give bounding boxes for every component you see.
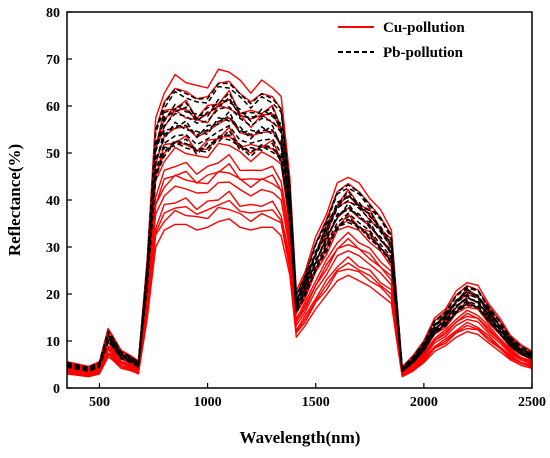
y-tick-label-40: 40 [46, 194, 60, 209]
pb-pollution-line-13 [67, 82, 532, 369]
pb-pollution-line-1 [67, 137, 532, 373]
pb-pollution-line-6 [67, 115, 532, 371]
y-tick-label-80: 80 [46, 6, 60, 21]
y-tick-label-20: 20 [46, 288, 60, 303]
x-tick-label-2000: 2000 [410, 395, 438, 410]
pb-pollution-line-8 [67, 106, 532, 371]
y-axis-title: Reflectance(%) [5, 144, 24, 256]
cu-pollution-line-7 [67, 163, 532, 375]
plot-frame [66, 11, 533, 389]
y-tick-label-60: 60 [46, 100, 60, 115]
x-tick-label-500: 500 [89, 395, 110, 410]
pb-pollution-line-2 [67, 134, 532, 372]
pb-pollution-line-4 [67, 124, 532, 372]
y-tick-label-10: 10 [46, 335, 60, 350]
legend-label-pb-pollution: Pb-pollution [383, 45, 464, 61]
cu-pollution-line-8 [67, 153, 532, 374]
y-tick-label-30: 30 [46, 241, 60, 256]
x-axis-title: Wavelength(nm) [240, 428, 361, 447]
pb-pollution-line-7 [67, 110, 532, 371]
y-tick-label-50: 50 [46, 147, 60, 162]
cu-pollution-line-10 [67, 135, 532, 372]
legend: Cu-pollution Pb-pollution [338, 20, 465, 61]
pb-pollution-line-3 [67, 129, 532, 373]
x-tick-label-2500: 2500 [518, 395, 546, 410]
cu-pollution-line-9 [67, 142, 532, 373]
x-tick-label-1000: 1000 [194, 395, 222, 410]
cu-pollution-line-5 [67, 181, 532, 375]
legend-label-cu-pollution: Cu-pollution [383, 20, 465, 36]
tick-layer: 500 1000 1500 2000 2500 0 10 20 30 40 50 60 70 80 [46, 6, 546, 410]
series-layer [67, 68, 532, 378]
y-tick-label-70: 70 [46, 53, 60, 68]
cu-pollution-line-6 [67, 170, 532, 375]
y-tick-label-0: 0 [53, 382, 60, 397]
x-tick-label-1500: 1500 [302, 395, 330, 410]
